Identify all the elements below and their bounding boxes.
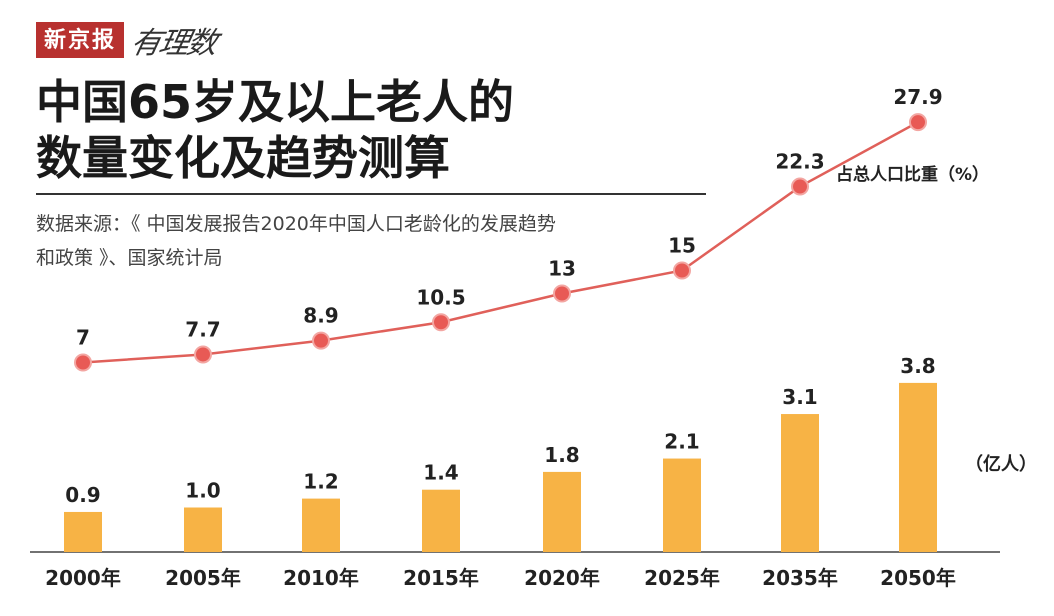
x-tick-label-4: 2020年 <box>524 566 600 590</box>
bar-value-label-5: 2.1 <box>664 430 699 454</box>
x-tick-label-3: 2015年 <box>403 566 479 590</box>
ratio-value-label-1: 7.7 <box>185 317 220 341</box>
ratio-value-label-4: 13 <box>548 257 576 281</box>
chart-title-line-2: 数量变化及趋势测算 <box>36 131 450 185</box>
brand-name: 新京报 <box>36 22 125 58</box>
x-tick-label-7: 2050年 <box>880 566 956 590</box>
bar-6 <box>781 414 819 552</box>
bar-5 <box>663 458 701 552</box>
bar-value-label-3: 1.4 <box>423 461 458 485</box>
bar-3 <box>422 489 460 552</box>
ratio-value-label-3: 10.5 <box>416 285 465 309</box>
ratio-value-label-5: 15 <box>668 234 696 258</box>
bar-value-label-4: 1.8 <box>544 443 579 467</box>
bar-0 <box>64 511 102 552</box>
data-source-line-2: 和政策 》、国家统计局 <box>36 247 223 269</box>
ratio-point-1 <box>194 345 212 364</box>
ratio-point-2 <box>312 331 330 350</box>
line-unit-label: 占总人口比重（%） <box>836 165 990 185</box>
x-tick-label-2: 2010年 <box>283 566 359 590</box>
ratio-value-label-2: 8.9 <box>303 304 338 328</box>
ratio-point-3 <box>432 313 450 332</box>
ratio-line <box>82 121 919 364</box>
bar-value-label-1: 1.0 <box>185 479 220 503</box>
bar-unit-label: （亿人） <box>965 454 1037 475</box>
bar-1 <box>184 507 222 552</box>
data-source-line-1: 数据来源：《 中国发展报告2020年中国人口老龄化的发展趋势 <box>36 213 556 235</box>
x-tick-label-5: 2025年 <box>644 566 720 590</box>
ratio-point-7 <box>909 113 927 132</box>
ratio-value-label-0: 7 <box>76 326 90 350</box>
chart-title: 中国65岁及以上老人的 数量变化及趋势测算 <box>36 74 514 186</box>
ratio-point-4 <box>553 284 571 303</box>
ratio-point-6 <box>791 177 809 196</box>
ratio-point-0 <box>74 353 92 372</box>
x-tick-label-1: 2005年 <box>165 566 241 590</box>
brand-logo: 新京报 有理数 <box>36 20 219 61</box>
ratio-value-label-6: 22.3 <box>775 150 824 174</box>
chart-title-line-1: 中国65岁及以上老人的 <box>36 75 515 129</box>
data-source: 数据来源：《 中国发展报告2020年中国人口老龄化的发展趋势 和政策 》、国家统… <box>36 207 716 275</box>
bar-value-label-6: 3.1 <box>782 385 817 409</box>
x-tick-label-0: 2000年 <box>45 566 121 590</box>
ratio-point-5 <box>673 261 691 280</box>
title-divider <box>36 193 706 195</box>
bar-value-label-2: 1.2 <box>303 470 338 494</box>
bar-7 <box>899 382 937 552</box>
bar-2 <box>302 498 340 552</box>
x-tick-label-6: 2035年 <box>762 566 838 590</box>
ratio-value-label-7: 27.9 <box>893 85 942 109</box>
bar-4 <box>543 471 581 552</box>
bar-value-label-7: 3.8 <box>900 354 935 378</box>
bar-value-label-0: 0.9 <box>65 483 100 507</box>
